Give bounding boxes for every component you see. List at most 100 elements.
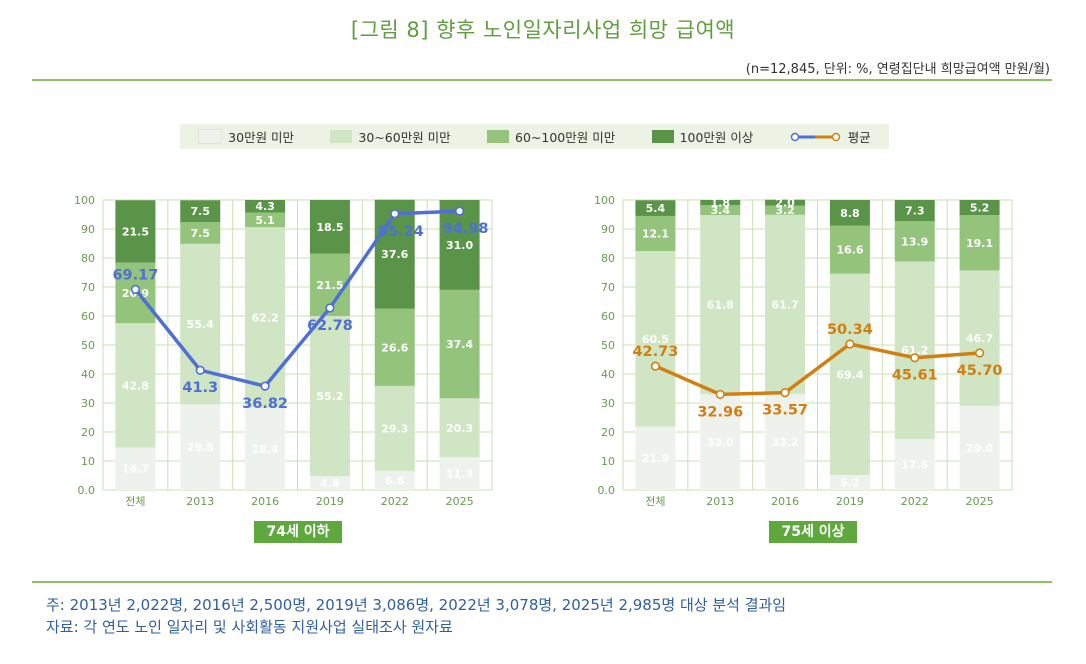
bar-segment-30to60 (894, 261, 935, 439)
average-value-label: 95.24 (378, 224, 424, 240)
bar-value-label: 7.3 (905, 205, 925, 218)
bar-segment-under30 (635, 426, 676, 490)
bar-segment-30to60 (829, 273, 870, 475)
y-tick-label: 70 (601, 281, 615, 294)
x-tick-label: 2022 (901, 495, 929, 508)
x-tick-label: 2019 (316, 495, 344, 508)
average-point (780, 388, 790, 398)
y-tick-label: 80 (601, 252, 615, 265)
bar-segment-under30 (959, 405, 1000, 490)
bar-value-label: 55.2 (316, 390, 343, 403)
legend-label-average: 평균 (847, 130, 871, 145)
bar-segment-over100 (765, 199, 806, 206)
average-value-label: 42.73 (632, 344, 678, 360)
bar-value-label: 7.5 (191, 227, 211, 240)
legend-item-average: 평균 (790, 127, 871, 146)
average-value-label: 45.70 (957, 363, 1003, 379)
average-point (715, 389, 725, 400)
bar-value-label: 18.5 (316, 221, 343, 234)
bar-segment-30to60 (765, 214, 806, 394)
y-tick-label: 20 (81, 426, 95, 439)
average-point (845, 339, 855, 349)
bar-segment-under30 (894, 438, 935, 490)
bar-segment-60to100 (180, 222, 221, 244)
bar-segment-under30 (115, 447, 156, 490)
average-line (134, 209, 460, 388)
bar-segment-under30 (245, 407, 286, 490)
bar-segment-60to100 (635, 215, 676, 252)
legend-item-30to60: 30~60만원 미만 (330, 127, 451, 146)
y-tick-label: 0.0 (78, 484, 96, 497)
bar-segment-60to100 (374, 308, 415, 386)
legend-swatch-under30 (198, 129, 223, 144)
average-point (454, 206, 465, 216)
bar-segment-under30 (374, 470, 415, 490)
average-point (390, 209, 400, 219)
bar-segment-30to60 (245, 227, 286, 408)
bar-value-label: 33.0 (707, 436, 734, 449)
bar-value-label: 5.2 (970, 202, 990, 215)
footnote-line-1: 주: 2013년 2,022명, 2016년 2,500명, 2019년 3,0… (46, 596, 787, 614)
bar-segment-under30 (765, 393, 806, 490)
bar-segment-30to60 (374, 385, 415, 471)
bar-value-label: 4.8 (320, 477, 340, 490)
bar-value-label: 11.3 (446, 468, 473, 481)
legend-swatch-30to60 (330, 130, 353, 143)
bar-value-label: 28.4 (252, 443, 279, 456)
x-tick-label: 2016 (771, 495, 799, 508)
bar-value-label: 62.2 (252, 311, 279, 324)
average-value-label: 36.82 (242, 396, 288, 412)
average-point (195, 365, 205, 375)
legend: 30만원 미만 30~60만원 미만 60~100만원 미만 100만원 이상 … (180, 124, 889, 149)
bar-segment-30to60 (309, 316, 350, 477)
bar-segment-over100 (829, 200, 870, 226)
y-tick-label: 0.0 (598, 484, 616, 497)
bar-value-label: 37.6 (381, 248, 408, 261)
bar-value-label: 13.9 (901, 235, 928, 248)
bar-value-label: 20.3 (446, 422, 473, 435)
bar-value-label: 5.1 (255, 214, 274, 227)
average-value-label: 32.96 (697, 404, 743, 420)
average-line (654, 342, 980, 397)
bar-segment-60to100 (765, 205, 806, 215)
average-value-label: 62.78 (307, 318, 353, 334)
chart-left-svg: 0.010203040506070809010014.742.820.921.5… (74, 194, 493, 508)
bar-segment-30to60 (439, 398, 480, 458)
bar-segment-30to60 (115, 323, 156, 448)
bar-segment-over100 (959, 200, 1000, 216)
bar-value-label: 29.0 (966, 442, 993, 455)
bar-value-label: 29.5 (187, 441, 214, 454)
x-tick-label: 2016 (251, 495, 279, 508)
bar-value-label: 6.6 (385, 474, 405, 487)
bar-value-label: 4.3 (255, 200, 274, 213)
bar-segment-60to100 (700, 205, 741, 216)
y-tick-label: 70 (81, 281, 95, 294)
y-tick-label: 90 (81, 223, 95, 236)
bar-value-label: 5.4 (646, 202, 666, 215)
footnote: 주: 2013년 2,022명, 2016년 2,500명, 2019년 3,0… (46, 594, 786, 638)
legend-label-over100: 100만원 이상 (679, 130, 754, 145)
y-tick-label: 50 (601, 339, 615, 352)
average-value-label: 69.17 (112, 267, 158, 283)
average-point (974, 348, 985, 358)
average-value-label: 50.34 (827, 322, 873, 338)
bar-segment-60to100 (894, 221, 935, 262)
bar-value-label: 61.7 (772, 298, 799, 311)
legend-item-60to100: 60~100만원 미만 (487, 127, 615, 146)
bar-value-label: 19.1 (966, 237, 993, 250)
x-tick-label: 2025 (966, 495, 994, 508)
bar-value-label: 21.9 (642, 452, 669, 465)
bar-segment-60to100 (245, 212, 286, 228)
bar-value-label: 29.3 (381, 422, 408, 435)
bar-segment-over100 (180, 200, 221, 223)
group-label-right: 75세 이상 (769, 521, 857, 543)
average-point (260, 381, 270, 391)
bar-segment-under30 (309, 476, 350, 490)
bar-segment-60to100 (829, 225, 870, 274)
legend-item-under30: 30만원 미만 (198, 127, 294, 146)
y-tick-label: 50 (81, 339, 95, 352)
y-tick-label: 30 (81, 397, 95, 410)
bar-segment-over100 (309, 200, 350, 254)
legend-label-under30: 30만원 미만 (228, 130, 295, 145)
chart-right-svg: 0.0 10 20 30 40 50 60 70 80 90 100 21.9 60.5 12.1 5.4 전… (594, 194, 1013, 508)
